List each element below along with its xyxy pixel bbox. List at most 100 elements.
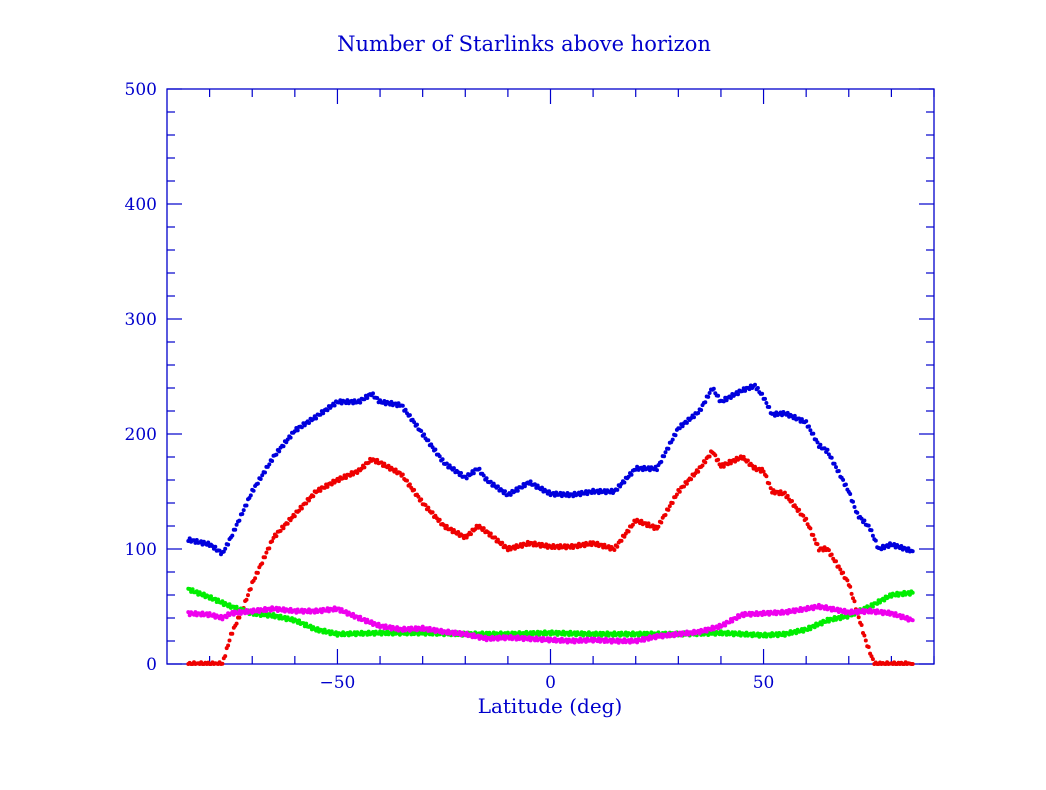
data-point bbox=[663, 513, 668, 517]
data-point bbox=[620, 640, 625, 645]
data-point bbox=[456, 530, 461, 534]
data-point bbox=[234, 604, 239, 609]
data-point bbox=[859, 623, 864, 627]
data-point bbox=[794, 505, 799, 510]
data-point bbox=[764, 474, 769, 479]
data-point bbox=[288, 606, 293, 611]
data-point bbox=[419, 497, 424, 502]
data-point bbox=[281, 526, 286, 531]
data-point bbox=[781, 630, 786, 635]
data-point bbox=[227, 602, 232, 607]
data-point bbox=[547, 489, 552, 494]
data-point bbox=[655, 468, 659, 473]
data-point bbox=[325, 408, 330, 413]
data-point bbox=[866, 610, 871, 615]
data-point bbox=[629, 633, 634, 638]
data-point bbox=[329, 482, 334, 487]
data-point bbox=[459, 471, 463, 475]
data-point bbox=[285, 437, 290, 442]
data-point bbox=[815, 440, 820, 445]
data-point bbox=[666, 507, 671, 512]
data-point bbox=[829, 552, 834, 557]
data-point bbox=[662, 454, 667, 459]
data-point bbox=[299, 425, 304, 430]
data-point bbox=[415, 422, 419, 427]
data-point bbox=[755, 386, 760, 390]
data-point bbox=[841, 570, 846, 575]
data-point bbox=[501, 634, 506, 639]
data-point bbox=[464, 476, 469, 481]
data-point bbox=[397, 470, 402, 475]
data-point bbox=[797, 507, 802, 512]
data-point bbox=[541, 632, 546, 637]
data-point bbox=[893, 611, 898, 616]
data-point bbox=[680, 424, 685, 429]
data-point bbox=[707, 391, 712, 395]
data-point bbox=[297, 508, 302, 513]
data-point bbox=[230, 533, 235, 538]
data-point bbox=[520, 635, 525, 639]
data-point bbox=[446, 628, 451, 633]
data-point bbox=[488, 479, 493, 484]
data-point bbox=[400, 472, 405, 477]
data-point bbox=[515, 488, 520, 493]
data-point bbox=[790, 499, 794, 503]
data-point bbox=[845, 578, 850, 583]
data-point bbox=[405, 478, 409, 483]
data-point bbox=[234, 522, 239, 527]
data-point bbox=[859, 516, 864, 521]
data-point bbox=[598, 630, 603, 635]
data-point bbox=[707, 454, 712, 459]
data-point bbox=[910, 590, 915, 595]
data-point bbox=[444, 523, 449, 528]
data-point bbox=[836, 564, 841, 569]
data-point bbox=[767, 481, 772, 486]
data-point bbox=[629, 472, 634, 477]
data-point bbox=[240, 512, 245, 516]
data-point bbox=[848, 492, 853, 496]
data-point bbox=[271, 535, 276, 540]
data-point bbox=[375, 457, 380, 462]
data-point bbox=[578, 493, 583, 498]
data-point bbox=[659, 520, 664, 525]
data-point bbox=[537, 541, 542, 546]
data-point bbox=[778, 489, 783, 494]
data-point bbox=[696, 411, 701, 415]
data-point bbox=[540, 485, 544, 490]
data-point bbox=[246, 593, 250, 598]
data-point bbox=[862, 633, 867, 638]
data-point bbox=[267, 462, 272, 467]
data-point bbox=[376, 621, 381, 626]
data-point bbox=[369, 619, 374, 624]
data-point bbox=[274, 534, 279, 539]
data-point bbox=[684, 420, 689, 425]
data-point bbox=[886, 545, 891, 549]
data-point bbox=[274, 452, 279, 457]
data-point bbox=[622, 534, 627, 539]
data-point bbox=[836, 469, 841, 473]
data-point bbox=[412, 420, 417, 425]
data-point bbox=[500, 540, 505, 545]
data-point bbox=[622, 480, 627, 485]
data-point bbox=[910, 618, 915, 623]
data-point bbox=[615, 487, 620, 492]
data-point bbox=[564, 637, 569, 642]
data-point bbox=[495, 484, 500, 489]
data-point bbox=[670, 501, 675, 505]
y-tick-label: 100 bbox=[125, 540, 157, 560]
data-point bbox=[224, 615, 229, 620]
data-point bbox=[761, 469, 766, 474]
data-point bbox=[371, 391, 375, 396]
data-point bbox=[270, 539, 275, 544]
data-point bbox=[768, 486, 773, 491]
data-point bbox=[226, 542, 231, 547]
data-point bbox=[326, 629, 331, 634]
data-point bbox=[332, 403, 337, 408]
data-point bbox=[307, 421, 311, 425]
data-point bbox=[258, 477, 263, 481]
data-point bbox=[321, 411, 326, 416]
data-point bbox=[532, 638, 537, 643]
data-point bbox=[692, 415, 696, 420]
data-point bbox=[358, 400, 363, 405]
data-point bbox=[808, 428, 813, 433]
